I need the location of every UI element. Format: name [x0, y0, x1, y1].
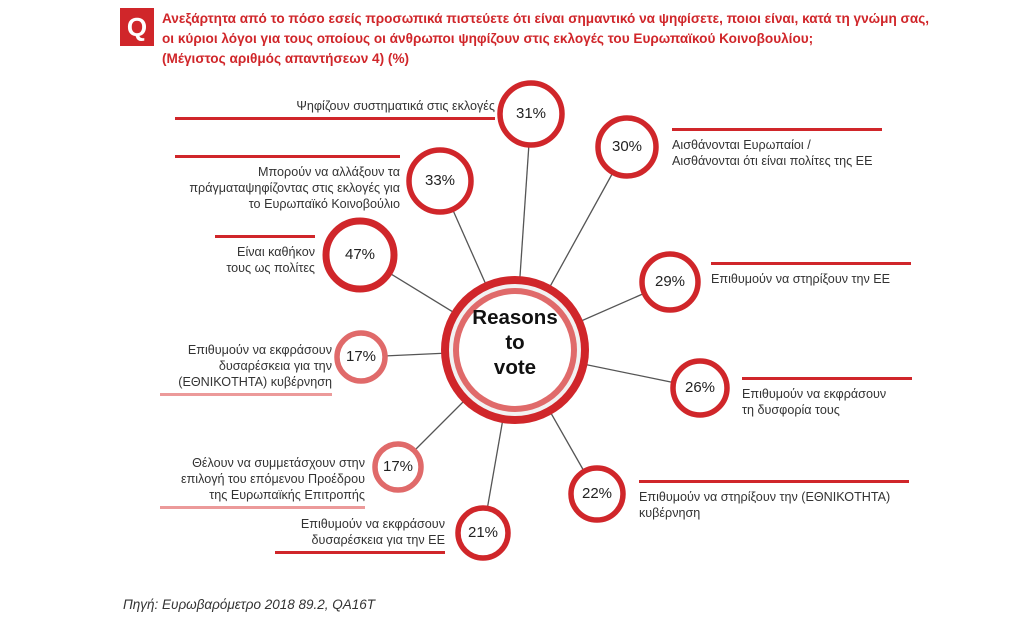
hub-line: Reasons — [472, 306, 558, 329]
label-underline — [672, 128, 882, 131]
reason-percentage: 47% — [344, 246, 376, 263]
reason-percentage: 31% — [515, 105, 547, 122]
reason-circle — [455, 505, 511, 561]
label-underline — [160, 393, 332, 396]
question-line: οι κύριοι λόγοι για τους οποίους οι άνθρ… — [162, 31, 814, 46]
reason-circle — [372, 441, 424, 493]
hub-circle — [441, 276, 589, 424]
reason-label-line: της Ευρωπαϊκής Επιτροπής — [209, 488, 365, 502]
hub-line: vote — [493, 356, 537, 379]
reason-label-line: Αισθάνονται Ευρωπαίοι / — [672, 138, 811, 152]
reason-label-line: πράγματαψηφίζοντας στις εκλογές για — [189, 181, 400, 195]
reason-label-line: Είναι καθήκον — [237, 245, 315, 259]
label-underline — [215, 235, 315, 238]
reason-percentage: 22% — [581, 485, 613, 502]
reason-label-line: Επιθυμούν να εκφράσουν — [187, 343, 332, 357]
question-line: (Μέγιστος αριθμός απαντήσεων 4) (%) — [162, 51, 410, 66]
reason-circle — [334, 330, 388, 384]
source-note: Πηγή: Ευρωβαρόμετρο 2018 89.2, QA16T — [123, 597, 376, 612]
reason-circle — [568, 465, 626, 523]
reason-circle — [497, 80, 565, 148]
reason-label-line: δυσαρέσκεια για την — [218, 359, 332, 373]
reason-label: Ψηφίζουν συστηματικά στις εκλογές — [175, 98, 495, 120]
reason-circle — [595, 115, 659, 179]
reason-label-line: Μπορούν να αλλάξουν τα — [258, 165, 400, 179]
label-underline — [160, 506, 365, 509]
reason-label-line: Επιθυμούν να στηρίξουν την ΕΕ — [711, 272, 891, 286]
reason-percentage: 17% — [345, 348, 377, 365]
reason-label: Επιθυμούν να εκφράσουν δυσαρέσκεια για τη… — [275, 516, 445, 554]
reason-percentage: 17% — [382, 458, 414, 475]
reason-label: Επιθυμούν να στηρίξουν την (ΕΘΝΙΚΟΤΗΤΑ) κ… — [639, 480, 909, 521]
reason-label-line: τη δυσφορία τους — [742, 403, 840, 417]
label-underline — [175, 155, 400, 158]
reason-label: Επιθυμούν να εκφράσουν τη δυσφορία τους — [742, 377, 912, 418]
reason-percentage: 30% — [611, 138, 643, 155]
reason-percentage: 29% — [654, 273, 686, 290]
reason-label-line: τους ως πολίτες — [226, 261, 315, 275]
reason-label: Μπορούν να αλλάξουν τα πράγματαψηφίζοντας… — [175, 155, 400, 212]
reason-label-line: (ΕΘΝΙΚΟΤΗΤΑ) κυβέρνηση — [178, 375, 332, 389]
label-underline — [742, 377, 912, 380]
reason-circle — [406, 147, 474, 215]
reason-label: Θέλουν να συμμετάσχουν στην επιλογή του ε… — [160, 455, 365, 509]
question-line: Ανεξάρτητα από το πόσο εσείς προσωπικά π… — [162, 11, 930, 26]
reason-label: Είναι καθήκον τους ως πολίτες — [215, 235, 315, 276]
hub-line: to — [505, 331, 525, 354]
reason-label-line: Θέλουν να συμμετάσχουν στην — [192, 456, 365, 470]
reason-percentage: 33% — [424, 172, 456, 189]
label-underline — [639, 480, 909, 483]
reason-circle — [639, 251, 701, 313]
reason-label-line: δυσαρέσκεια για την ΕΕ — [311, 533, 445, 547]
label-underline — [175, 117, 495, 120]
reason-label-line: Αισθάνονται ότι είναι πολίτες της ΕΕ — [672, 154, 873, 168]
reason-label: Αισθάνονται Ευρωπαίοι / Αισθάνονται ότι ε… — [672, 128, 882, 169]
reason-circle — [670, 358, 730, 418]
reason-label-line: το Ευρωπαϊκό Κοινοβούλιο — [248, 197, 400, 211]
reason-label-line: κυβέρνηση — [639, 506, 701, 520]
reason-label: Επιθυμούν να στηρίξουν την ΕΕ — [711, 262, 911, 287]
reason-label: Επιθυμούν να εκφράσουν δυσαρέσκεια για τη… — [160, 342, 332, 396]
question-text: Ανεξάρτητα από το πόσο εσείς προσωπικά π… — [162, 9, 942, 69]
question-badge: Q — [120, 8, 154, 46]
reason-label-line: Επιθυμούν να εκφράσουν — [300, 517, 445, 531]
reason-label-line: Ψηφίζουν συστηματικά στις εκλογές — [296, 99, 495, 113]
reason-percentage: 26% — [684, 379, 716, 396]
reason-label-line: Επιθυμούν να στηρίξουν την (ΕΘΝΙΚΟΤΗΤΑ) — [639, 490, 891, 504]
label-underline — [711, 262, 911, 265]
reason-nodes — [322, 80, 730, 561]
reason-percentage: 21% — [467, 524, 499, 541]
reason-circle — [322, 217, 398, 293]
hub-title: Reasons to vote — [455, 305, 575, 380]
reason-label-line: Επιθυμούν να εκφράσουν — [742, 387, 887, 401]
reason-label-line: επιλογή του επόμενου Προέδρου — [180, 472, 365, 486]
label-underline — [275, 551, 445, 554]
